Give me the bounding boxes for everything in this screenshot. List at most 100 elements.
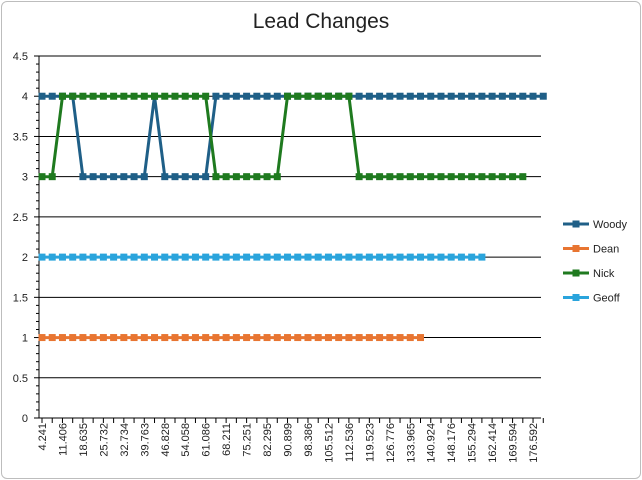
data-point-nick bbox=[324, 92, 332, 100]
data-point-nick bbox=[478, 173, 486, 181]
data-point-woody bbox=[48, 92, 56, 100]
data-point-dean bbox=[38, 334, 46, 342]
data-point-woody bbox=[529, 92, 537, 100]
data-point-woody bbox=[232, 92, 240, 100]
data-point-dean bbox=[345, 334, 353, 342]
data-point-geoff bbox=[212, 253, 220, 261]
data-point-dean bbox=[191, 334, 199, 342]
data-point-dean bbox=[151, 334, 159, 342]
data-point-dean bbox=[99, 334, 107, 342]
data-point-geoff bbox=[181, 253, 189, 261]
data-point-geoff bbox=[314, 253, 322, 261]
data-point-dean bbox=[335, 334, 343, 342]
legend-swatch-marker bbox=[572, 220, 580, 228]
data-point-geoff bbox=[365, 253, 373, 261]
data-point-dean bbox=[58, 334, 66, 342]
data-point-dean bbox=[89, 334, 97, 342]
data-point-geoff bbox=[437, 253, 445, 261]
y-tick-label: 2 bbox=[22, 252, 28, 264]
data-point-geoff bbox=[38, 253, 46, 261]
data-point-nick bbox=[314, 92, 322, 100]
data-point-nick bbox=[488, 173, 496, 181]
data-point-nick bbox=[406, 173, 414, 181]
data-point-nick bbox=[498, 173, 506, 181]
data-point-geoff bbox=[324, 253, 332, 261]
legend-label: Nick bbox=[593, 268, 615, 280]
data-point-nick bbox=[181, 92, 189, 100]
data-point-nick bbox=[519, 173, 527, 181]
data-point-woody bbox=[427, 92, 435, 100]
data-point-geoff bbox=[161, 253, 169, 261]
x-tick-label: 98.386 bbox=[303, 423, 315, 457]
data-point-dean bbox=[161, 334, 169, 342]
data-point-nick bbox=[212, 173, 220, 181]
data-point-woody bbox=[406, 92, 414, 100]
data-point-woody bbox=[38, 92, 46, 100]
legend-swatch-marker bbox=[572, 269, 580, 277]
data-point-dean bbox=[406, 334, 414, 342]
data-point-geoff bbox=[222, 253, 230, 261]
data-point-nick bbox=[509, 173, 517, 181]
data-point-geoff bbox=[294, 253, 302, 261]
data-point-dean bbox=[355, 334, 363, 342]
data-point-geoff bbox=[396, 253, 404, 261]
data-point-woody bbox=[396, 92, 404, 100]
data-point-geoff bbox=[478, 253, 486, 261]
data-point-nick bbox=[365, 173, 373, 181]
data-point-dean bbox=[110, 334, 118, 342]
data-point-geoff bbox=[58, 253, 66, 261]
data-point-geoff bbox=[79, 253, 87, 261]
data-point-nick bbox=[130, 92, 138, 100]
data-point-nick bbox=[335, 92, 343, 100]
data-point-dean bbox=[284, 334, 292, 342]
data-point-woody bbox=[417, 92, 425, 100]
data-point-woody bbox=[212, 92, 220, 100]
x-tick-label: 112.536 bbox=[344, 423, 356, 462]
x-tick-label: 148.176 bbox=[446, 423, 458, 463]
data-point-geoff bbox=[202, 253, 210, 261]
data-point-geoff bbox=[253, 253, 261, 261]
data-point-nick bbox=[243, 173, 251, 181]
data-point-dean bbox=[243, 334, 251, 342]
data-point-woody bbox=[253, 92, 261, 100]
x-tick-label: 54.058 bbox=[180, 423, 192, 457]
data-point-woody bbox=[89, 173, 97, 181]
data-point-nick bbox=[273, 173, 281, 181]
data-point-geoff bbox=[130, 253, 138, 261]
x-tick-label: 169.594 bbox=[508, 423, 520, 463]
y-tick-label: 4 bbox=[22, 91, 28, 103]
data-point-nick bbox=[253, 173, 261, 181]
data-point-geoff bbox=[345, 253, 353, 261]
data-point-dean bbox=[232, 334, 240, 342]
data-point-geoff bbox=[140, 253, 148, 261]
data-point-nick bbox=[437, 173, 445, 181]
data-point-woody bbox=[243, 92, 251, 100]
chart-title: Lead Changes bbox=[252, 10, 390, 33]
x-tick-label: 61.086 bbox=[201, 423, 213, 457]
data-point-woody bbox=[457, 92, 465, 100]
data-point-nick bbox=[304, 92, 312, 100]
data-point-nick bbox=[263, 173, 271, 181]
data-point-dean bbox=[130, 334, 138, 342]
data-point-nick bbox=[447, 173, 455, 181]
data-point-geoff bbox=[89, 253, 97, 261]
legend-swatch-marker bbox=[572, 245, 580, 252]
x-tick-label: 162.414 bbox=[487, 423, 499, 463]
y-tick-label: 0.5 bbox=[13, 373, 28, 385]
x-tick-label: 4.241 bbox=[37, 423, 49, 451]
x-tick-label: 155.294 bbox=[467, 423, 479, 463]
data-point-geoff bbox=[376, 253, 384, 261]
data-point-woody bbox=[161, 173, 169, 181]
data-point-dean bbox=[324, 334, 332, 342]
data-point-dean bbox=[48, 334, 56, 342]
data-point-geoff bbox=[273, 253, 281, 261]
data-point-geoff bbox=[457, 253, 465, 261]
data-point-woody bbox=[79, 173, 87, 181]
data-point-geoff bbox=[406, 253, 414, 261]
data-point-nick bbox=[294, 92, 302, 100]
x-tick-label: 126.776 bbox=[385, 423, 397, 463]
data-point-nick bbox=[110, 92, 118, 100]
data-point-geoff bbox=[232, 253, 240, 261]
